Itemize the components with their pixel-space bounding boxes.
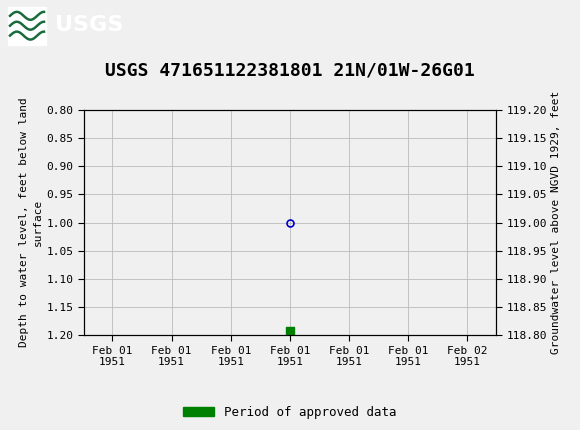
Y-axis label: Groundwater level above NGVD 1929, feet: Groundwater level above NGVD 1929, feet bbox=[551, 91, 561, 354]
Bar bbox=[8, 7, 46, 45]
Text: USGS: USGS bbox=[55, 15, 123, 35]
Text: USGS 471651122381801 21N/01W-26G01: USGS 471651122381801 21N/01W-26G01 bbox=[105, 62, 475, 80]
Y-axis label: Depth to water level, feet below land
surface: Depth to water level, feet below land su… bbox=[19, 98, 42, 347]
Legend: Period of approved data: Period of approved data bbox=[178, 401, 402, 424]
